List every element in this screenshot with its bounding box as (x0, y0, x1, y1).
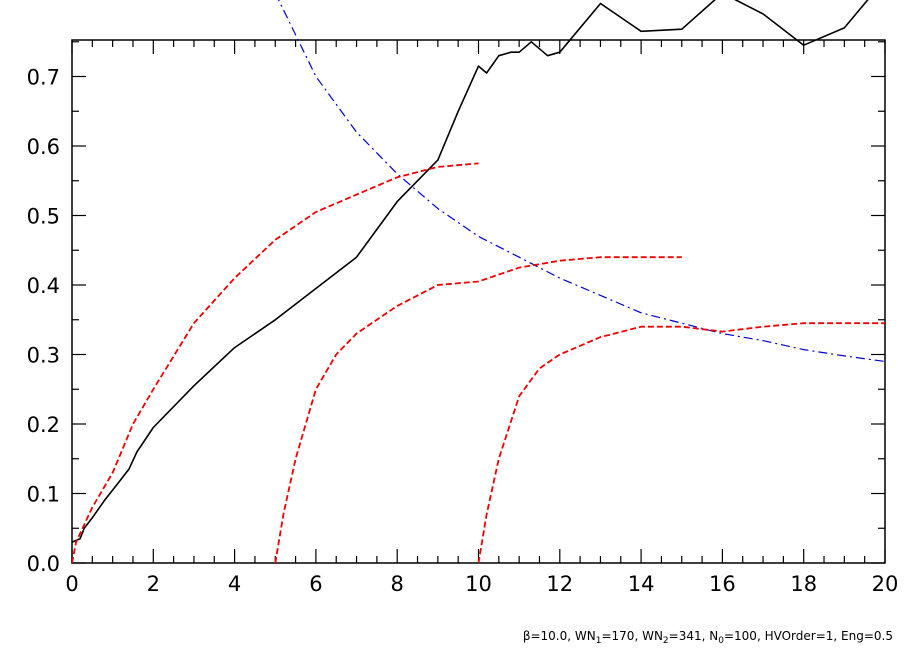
series-layer (72, 0, 885, 563)
caption-n0: N (709, 629, 718, 643)
x-tick-label: 0 (65, 572, 78, 596)
y-tick-label: 0.1 (27, 483, 60, 507)
x-tick-label: 8 (391, 572, 404, 596)
series-line-2 (277, 0, 885, 363)
caption-hvorder: HVOrder=1 (765, 629, 834, 643)
x-tick-label: 10 (465, 572, 492, 596)
x-tick-label: 4 (228, 572, 241, 596)
caption-eng: Eng=0.5 (841, 629, 893, 643)
plot-frame (71, 39, 886, 564)
series-line-3 (72, 162, 479, 563)
axis-tick-labels: 0 2 4 6 8 10 12 14 16 18 20 0.0 0.1 0.2 0.3 0.4 0.5 0.6 0.… (27, 66, 899, 597)
y-tick-label: 0.6 (27, 135, 60, 159)
caption-wn1: WN (575, 629, 596, 643)
x-tick-label: 18 (790, 572, 817, 596)
y-tick-label: 0.7 (27, 66, 60, 90)
x-tick-label: 12 (546, 572, 573, 596)
x-tick-label: 14 (628, 572, 655, 596)
series-line-1 (72, 0, 869, 543)
series-line-5 (477, 322, 885, 563)
x-tick-label: 16 (709, 572, 736, 596)
x-tick-label: 20 (872, 572, 899, 596)
y-tick-label: 0.5 (27, 205, 60, 229)
y-tick-label: 0.4 (27, 274, 60, 298)
y-tick-label: 0.2 (27, 413, 60, 437)
series-line-4 (274, 256, 682, 563)
axis-ticks (71, 40, 886, 564)
x-tick-label: 6 (309, 572, 322, 596)
parameters-caption: β=10.0, WN1=170, WN2=341, N0=100, HVOrde… (523, 629, 893, 646)
y-tick-label: 0.0 (27, 552, 60, 576)
y-tick-label: 0.3 (27, 344, 60, 368)
x-tick-label: 2 (147, 572, 160, 596)
caption-beta: β=10.0 (523, 629, 567, 643)
caption-wn2: WN (642, 629, 663, 643)
